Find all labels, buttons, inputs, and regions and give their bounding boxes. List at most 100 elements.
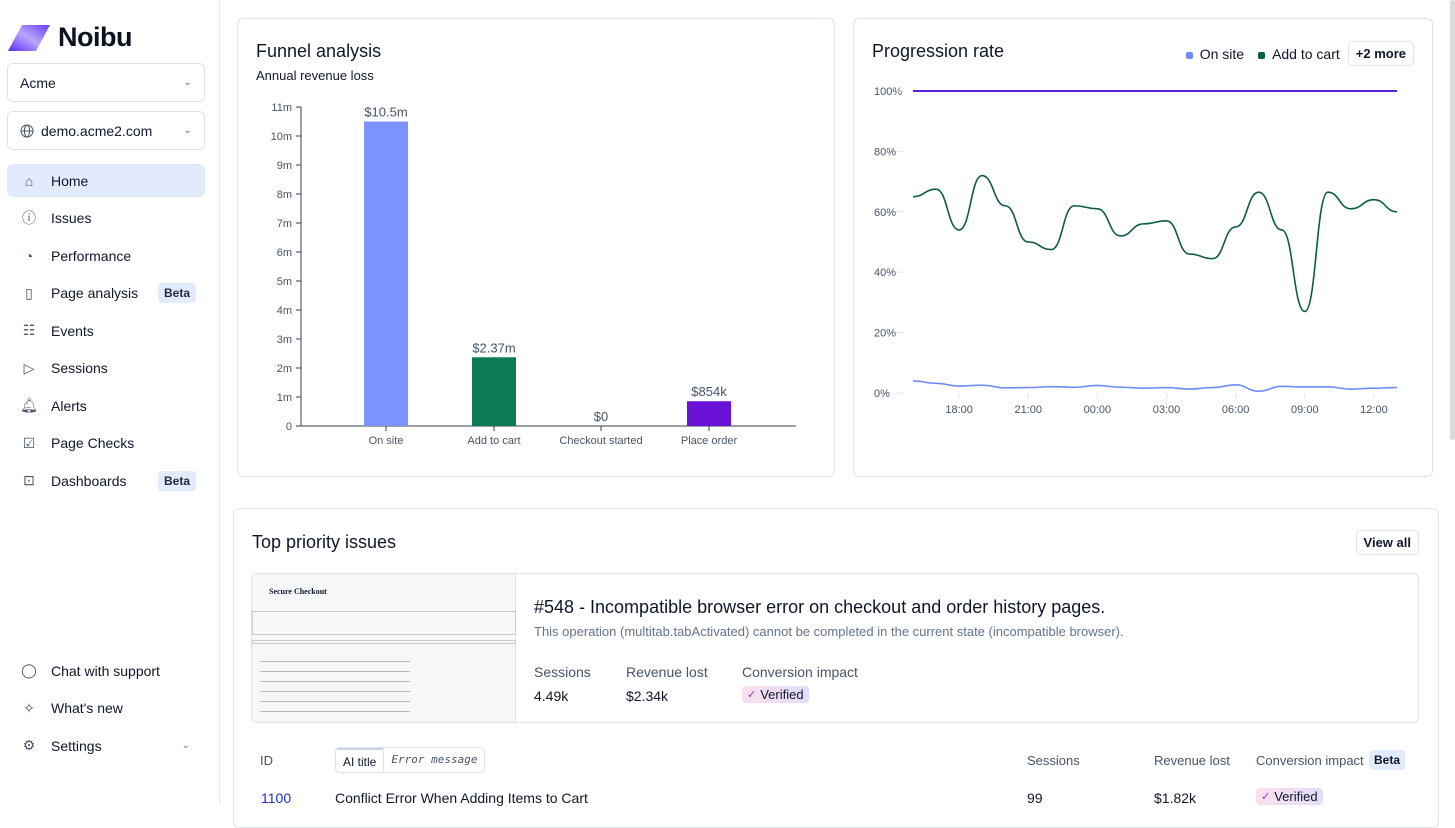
- y-tick-label: 0%: [874, 388, 890, 400]
- x-tick-label: Place order: [681, 435, 738, 447]
- sidebar-item-page-checks[interactable]: ☑ Page Checks: [7, 427, 205, 460]
- sidebar-item-label: Chat with support: [51, 662, 160, 679]
- sidebar-item-performance[interactable]: ◔ Performance: [7, 239, 205, 272]
- x-tick-label: 12:00: [1360, 404, 1388, 416]
- issue-revenue: $1.82k: [1154, 790, 1197, 806]
- y-tick-label: 6m: [277, 247, 292, 259]
- x-tick-label: 03:00: [1153, 404, 1181, 416]
- x-tick-label: Add to cart: [467, 435, 520, 447]
- progression-line-chart: 0% 20% 40% 60% 80% 100% 18:00 21:00 00:00 03:00 06…: [874, 86, 1398, 416]
- view-all-button[interactable]: View all: [1355, 530, 1419, 555]
- y-tick-label: 11m: [271, 102, 292, 114]
- bar-data-label: $2.37m: [472, 340, 515, 355]
- sidebar-item-settings[interactable]: ⚙ Settings ⌄: [7, 729, 205, 762]
- legend-add-to-cart[interactable]: Add to cart: [1258, 46, 1340, 62]
- play-circle-icon: ▷: [23, 359, 35, 376]
- sessions-value: 4.49k: [534, 688, 569, 704]
- bar-data-label: $0: [594, 409, 608, 424]
- sidebar-item-label: Sessions: [51, 360, 108, 376]
- sidebar-item-label: Issues: [51, 210, 92, 226]
- issue-id-link[interactable]: 1100: [261, 790, 292, 806]
- chevron-down-icon: ⌄: [183, 77, 192, 88]
- org-select[interactable]: Acme ⌄: [7, 63, 205, 102]
- alert-circle-icon: ⓘ: [22, 210, 36, 226]
- y-tick-label: 10m: [271, 131, 292, 143]
- sidebar-item-issues[interactable]: ⓘ Issues: [7, 202, 205, 235]
- series-line-add-to-cart: [912, 174, 1398, 313]
- verified-badge: ✓ Verified: [1256, 788, 1323, 805]
- domain-select[interactable]: demo.acme2.com ⌄: [7, 111, 205, 150]
- chat-icon: ◯: [21, 662, 37, 678]
- series-line-on-site: [912, 380, 1398, 392]
- sidebar-item-label: Dashboards: [51, 472, 127, 489]
- sidebar-item-page-analysis[interactable]: ▯ Page analysis Beta: [7, 277, 205, 310]
- bell-icon: 🔔︎: [20, 397, 38, 413]
- sidebar-item-dashboards[interactable]: ⊡ Dashboards Beta: [7, 464, 205, 497]
- sidebar-item-label: Performance: [51, 247, 132, 264]
- sidebar-item-chat-with-support[interactable]: ◯ Chat with support: [7, 654, 205, 687]
- sparkle-icon: ✧: [23, 699, 35, 716]
- sidebar: Noibu Acme ⌄ demo.acme2.com ⌄ ⌂ Home ⓘ Issues…: [0, 0, 220, 804]
- scrollbar[interactable]: [1450, 0, 1455, 440]
- col-revenue[interactable]: Revenue lost: [1154, 753, 1230, 768]
- sidebar-item-label: What's new: [51, 700, 123, 716]
- y-tick-label: 7m: [277, 218, 292, 230]
- toggle-error-message[interactable]: Error message: [383, 748, 484, 772]
- verified-icon: ✓: [747, 689, 757, 701]
- sidebar-item-label: Home: [51, 172, 89, 189]
- col-impact[interactable]: Conversion impact: [1256, 753, 1364, 768]
- calendar-list-icon: ☷: [22, 322, 36, 338]
- legend-more-button[interactable]: +2 more: [1347, 41, 1414, 66]
- org-name: Acme: [20, 74, 56, 91]
- brand-name: Noibu: [58, 22, 132, 52]
- legend-on-site[interactable]: On site: [1185, 46, 1244, 62]
- beta-badge: Beta: [157, 283, 196, 303]
- beta-badge: Beta: [1369, 750, 1406, 770]
- sidebar-item-what-s-new[interactable]: ✧ What's new: [7, 692, 205, 725]
- issue-screenshot-thumbnail: Secure Checkout: [252, 574, 516, 722]
- gear-icon: ⚙: [22, 737, 36, 753]
- x-tick-label: On site: [369, 435, 404, 447]
- progression-title: Progression rate: [872, 41, 1005, 61]
- sidebar-item-alerts[interactable]: 🔔︎ Alerts: [7, 389, 205, 422]
- issues-title: Top priority issues: [252, 532, 397, 552]
- issue-title[interactable]: Conflict Error When Adding Items to Cart: [335, 790, 588, 806]
- sidebar-item-home[interactable]: ⌂ Home: [7, 164, 205, 197]
- y-tick-label: 0: [286, 421, 292, 433]
- y-tick-label: 20%: [874, 328, 896, 340]
- x-tick-label: 18:00: [945, 404, 973, 416]
- title-toggle[interactable]: AI title Error message: [335, 747, 486, 773]
- sidebar-item-sessions[interactable]: ▷ Sessions: [7, 352, 205, 385]
- bar-add-to-cart: [472, 357, 516, 426]
- y-tick-label: 2m: [277, 363, 292, 375]
- sidebar-item-label: Page analysis: [51, 285, 139, 301]
- verified-icon: ✓: [1261, 791, 1271, 803]
- x-tick-label: 00:00: [1084, 404, 1112, 416]
- y-tick-label: 8m: [277, 189, 292, 201]
- toggle-ai-title[interactable]: AI title: [336, 748, 384, 772]
- featured-issue-message: This operation (multitab.tabActivated) c…: [534, 624, 1124, 639]
- x-tick-label: 21:00: [1014, 404, 1042, 416]
- featured-issue-card[interactable]: Secure Checkout #548 - Incompatible brow…: [251, 573, 1419, 723]
- col-sessions[interactable]: Sessions: [1027, 753, 1080, 768]
- noibu-logo-icon: [8, 24, 50, 51]
- featured-issue-title[interactable]: #548 - Incompatible browser error on che…: [534, 597, 1106, 617]
- logo[interactable]: Noibu: [8, 22, 132, 53]
- sidebar-item-label: Alerts: [51, 397, 87, 414]
- y-tick-label: 40%: [874, 267, 896, 279]
- sidebar-item-label: Settings: [51, 737, 102, 754]
- bar-data-label: $854k: [691, 384, 727, 399]
- y-tick-label: 100%: [874, 86, 902, 98]
- progression-rate-card: Progression rate On site Add to cart +2 …: [853, 18, 1433, 477]
- revenue-label: Revenue lost: [626, 664, 708, 680]
- sidebar-item-events[interactable]: ☷ Events: [7, 314, 205, 347]
- y-tick-label: 9m: [277, 160, 292, 172]
- funnel-analysis-card: Funnel analysis Annual revenue loss 0 1m 2…: [237, 18, 835, 477]
- chevron-down-icon: ⌄: [181, 740, 190, 751]
- y-tick-label: 3m: [277, 334, 292, 346]
- col-id: ID: [260, 753, 273, 768]
- browser-check-icon: ☑: [22, 434, 36, 451]
- y-tick-label: 1m: [277, 392, 292, 404]
- globe-icon: [20, 124, 34, 137]
- x-tick-label: 06:00: [1222, 404, 1250, 416]
